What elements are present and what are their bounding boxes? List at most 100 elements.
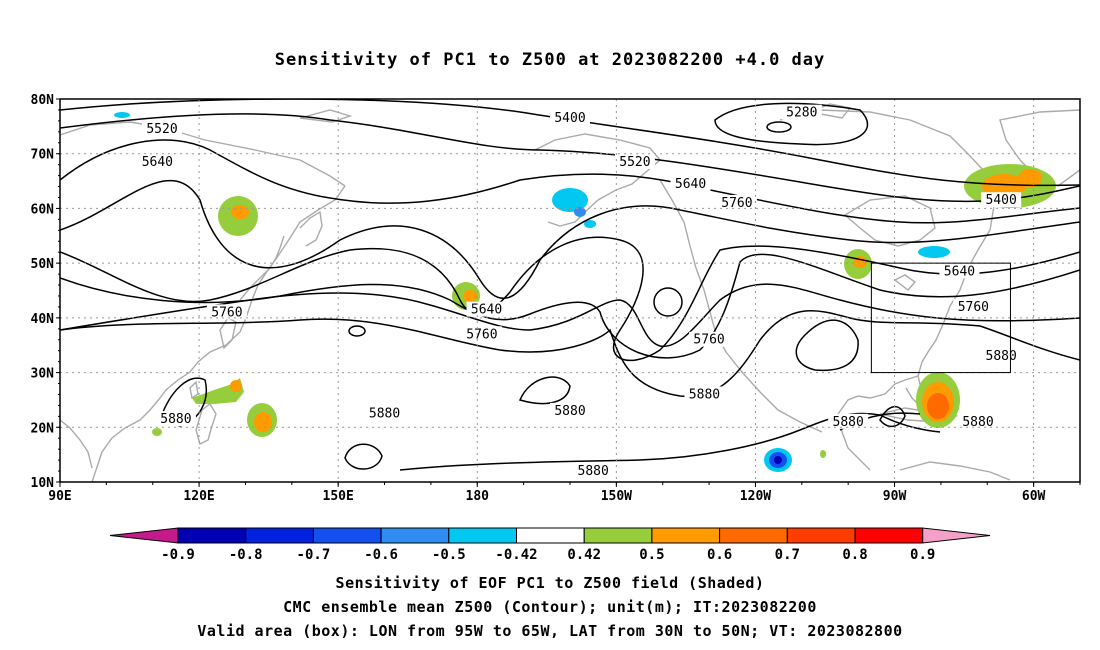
colorbar-segment	[719, 527, 788, 544]
longitude-labels: 90E 120E 150E 180 150W 120W 90W 60W	[48, 489, 1045, 504]
lon-label: 90E	[48, 489, 71, 504]
contour-label-bg	[466, 301, 507, 317]
contour-label: 5280	[786, 106, 817, 121]
figure-title: Sensitivity of PC1 to Z500 at 2023082200…	[274, 50, 826, 70]
lat-label: 60N	[31, 202, 55, 217]
contour-label: 5880	[554, 404, 585, 419]
contour-label-bg	[689, 331, 730, 347]
colorbar-segment	[177, 527, 247, 544]
contour-label: 5760	[211, 305, 242, 320]
contour-label-bg	[981, 192, 1022, 208]
contour-label-bg	[550, 110, 590, 126]
lat-label: 70N	[31, 148, 55, 163]
contour-label-bg	[981, 348, 1022, 364]
lat-label: 40N	[31, 312, 55, 327]
contour-label: 5520	[619, 155, 650, 170]
axis-ticks	[56, 98, 1081, 487]
colorbar-label: -0.6	[364, 547, 398, 563]
contour-label: 5880	[578, 464, 609, 479]
contour-label-bg	[573, 463, 614, 479]
contour-label: 5760	[958, 300, 989, 315]
contour-label: 5880	[962, 415, 993, 430]
contour-label-bg	[828, 413, 869, 429]
contour-label-bg	[958, 413, 998, 429]
contour-label: 5640	[142, 155, 173, 170]
contour-label: 5400	[554, 111, 585, 126]
contour-label-bg	[461, 326, 502, 342]
contour-label-bg	[206, 304, 247, 320]
caption-line-3: Valid area (box): LON from 95W to 65W, L…	[197, 622, 903, 640]
contour-label: 5880	[160, 412, 191, 427]
colorbar-segment	[312, 527, 382, 544]
contour-label-bg	[716, 194, 757, 210]
colorbar-label: -0.42	[495, 547, 537, 563]
lon-label: 120W	[740, 489, 771, 504]
contour-label-bg	[137, 153, 178, 169]
colorbar-label: 0.9	[910, 547, 935, 563]
lat-label: 10N	[31, 476, 55, 491]
contour-label: 5400	[986, 193, 1017, 208]
lon-label: 150W	[601, 489, 632, 504]
contour-label: 5760	[466, 327, 497, 342]
contour-labels: 5280 5400 5400 5520 5520 5640 5640 5640 5640 5760…	[137, 104, 1022, 479]
colorbar: -0.9 -0.8 -0.7 -0.6 -0.5 -0.42 0.42 0.5 0.6 0.7 0.…	[109, 527, 991, 563]
contour-label: 5760	[721, 196, 752, 211]
colorbar-label: -0.8	[229, 547, 263, 563]
lon-label: 120E	[183, 489, 214, 504]
colorbar-label: 0.8	[842, 547, 867, 563]
colorbar-segment	[516, 527, 585, 544]
colorbar-segment	[854, 527, 924, 544]
contour-label-bg	[781, 104, 822, 120]
contour-label-bg	[614, 153, 655, 169]
contour-label: 5640	[944, 264, 975, 279]
colorbar-label: -0.5	[432, 547, 466, 563]
contour-label-bg	[550, 402, 590, 418]
caption-line-2: CMC ensemble mean Z500 (Contour); unit(m…	[283, 598, 817, 616]
contour-label: 5880	[689, 387, 720, 402]
lon-label: 180	[466, 489, 490, 504]
coastlines	[60, 103, 1080, 482]
lon-label: 150E	[323, 489, 354, 504]
colorbar-label: 0.5	[639, 547, 664, 563]
contour-label: 5880	[369, 407, 400, 422]
colorbar-label: 0.6	[707, 547, 732, 563]
colorbar-label: -0.9	[161, 547, 195, 563]
contour-label-bg	[155, 411, 196, 427]
contour-label: 5880	[833, 415, 864, 430]
z500-contours	[60, 99, 1080, 471]
colorbar-segment	[448, 527, 517, 544]
colorbar-segment	[245, 527, 314, 544]
contour-label-bg	[684, 386, 725, 402]
grid-lines	[60, 99, 1080, 482]
lat-label: 30N	[31, 367, 55, 382]
latitude-labels: 80N 70N 60N 50N 40N 30N 20N 10N	[31, 93, 55, 491]
valid-area-box	[870, 262, 1011, 374]
contour-label-bg	[670, 175, 711, 191]
colorbar-segment	[786, 527, 856, 544]
lon-label: 90W	[883, 489, 907, 504]
colorbar-segment	[651, 527, 721, 544]
contour-label-bg	[939, 263, 980, 279]
contour-label: 5880	[986, 349, 1017, 364]
caption-line-1: Sensitivity of EOF PC1 to Z500 field (Sh…	[335, 574, 765, 592]
lat-label: 80N	[31, 93, 55, 108]
colorbar-high-triangle	[922, 527, 991, 544]
colorbar-label: 0.42	[567, 547, 601, 563]
colorbar-low-triangle	[109, 527, 179, 544]
contour-label: 5640	[675, 177, 706, 192]
contour-label: 5760	[693, 333, 724, 348]
colorbar-segment	[583, 527, 653, 544]
contour-label-bg	[953, 298, 994, 314]
contour-label: 5640	[471, 303, 502, 318]
colorbar-segment	[380, 527, 450, 544]
contour-label-bg	[142, 121, 182, 137]
contour-label-bg	[364, 405, 405, 421]
lon-label: 60W	[1022, 489, 1046, 504]
colorbar-label: -0.7	[297, 547, 331, 563]
lat-label: 20N	[31, 421, 55, 436]
colorbar-label: 0.7	[775, 547, 800, 563]
lat-label: 50N	[31, 257, 55, 272]
contour-label: 5520	[146, 122, 177, 137]
